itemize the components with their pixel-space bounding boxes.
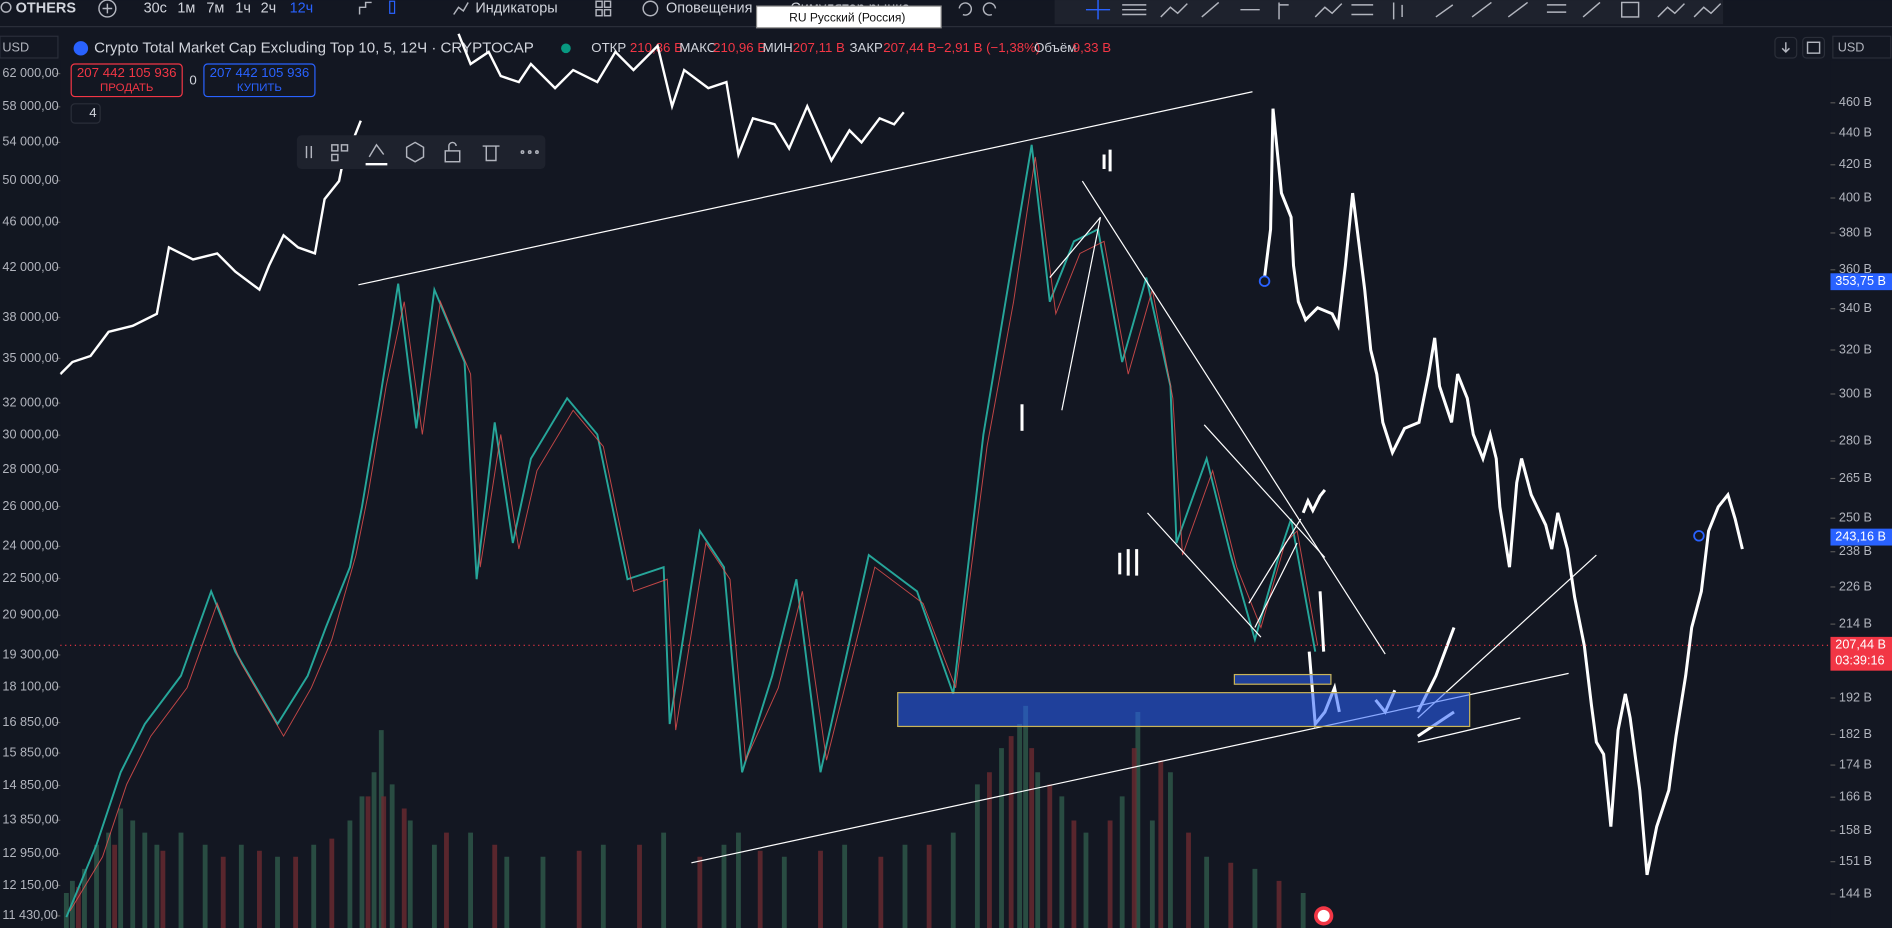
chart-header: USD USD Crypto Total Market Cap Excludin… [0,35,1892,124]
symbol[interactable]: OTHERS [16,0,77,16]
y-tick-label: 54 000,00 [2,135,58,149]
interval[interactable]: 1м [177,0,195,16]
ohlc-value: 207,11 B [793,40,845,55]
y2-tick-label: 360 B [1839,262,1872,276]
interval-active[interactable]: 12ч [290,0,314,16]
y-tick-label: 24 000,00 [2,539,58,553]
floating-toolbar [296,135,546,169]
countdown: 03:39:16 [1835,653,1884,667]
y2-tick-label: 238 B [1839,544,1872,558]
y-tick-label: 26 000,00 [2,499,58,513]
alerts-button[interactable]: Оповещения [666,0,752,16]
symbol-title: Crypto Total Market Cap Excluding Top 10… [94,39,534,56]
y-tick-label: 22 500,00 [2,571,58,585]
y-tick-label: 20 900,00 [2,608,58,622]
y-tick-label: 14 850,00 [2,778,58,792]
sell-price: 207 442 105 936 [77,65,177,80]
y2-tick-label: 174 B [1839,757,1872,771]
y2-tick-label: 166 B [1839,789,1872,803]
indicators-button[interactable]: Индикаторы [475,0,557,16]
y2-tick-label: 320 B [1839,342,1872,356]
y2-tick-label: 420 B [1839,157,1872,171]
y-tick-label: 12 950,00 [2,846,58,860]
price-tag-label: 207,44 B [1835,638,1886,652]
y2-tick-label: 192 B [1839,690,1872,704]
y-tick-label: 38 000,00 [2,310,58,324]
y-tick-label: 12 150,00 [2,878,58,892]
y-tick-label: 46 000,00 [2,215,58,229]
ohlc-label: МИН [763,40,793,55]
sell-button[interactable] [70,63,183,98]
y2-tick-label: 214 B [1839,616,1872,630]
interval[interactable]: 2ч [261,0,277,16]
price-tag [1830,528,1892,546]
spread: 0 [189,72,196,87]
interval[interactable]: 1ч [235,0,251,16]
y2-tick-label: 400 B [1839,190,1872,204]
language-tooltip: RU Русский (Россия) [789,10,905,24]
y2-tick-label: 280 B [1839,433,1872,447]
volume-value: 9,33 B [1073,40,1112,55]
ohlc-value: 207,44 B [883,40,936,55]
sell-label: ПРОДАТЬ [100,82,153,94]
ohlc-label: ОТКР [591,40,626,55]
y-tick-label: 50 000,00 [2,173,58,187]
y-tick-label: 13 850,00 [2,813,58,827]
interval[interactable]: 30с [144,0,167,16]
right-currency[interactable]: USD [1838,41,1865,55]
y2-tick-label: 182 B [1839,727,1872,741]
y-tick-label: 11 430,00 [2,908,57,922]
y2-tick-label: 265 B [1839,471,1872,485]
layers-toggle[interactable] [70,103,101,124]
price-tag-label: 243,16 B [1835,529,1886,543]
y-tick-label: 15 850,00 [2,745,58,759]
y-tick-label: 35 000,00 [2,351,58,365]
left-currency[interactable]: USD [2,41,29,55]
y-tick-label: 30 000,00 [2,428,58,442]
axes: 62 000,00 58 000,00 54 000,00 50 000,00 46 0… [0,60,1892,928]
volume-label: Объём [1034,40,1076,55]
ohlc-label: ЗАКР [849,40,883,55]
y2-tick-label: 440 B [1839,125,1872,139]
y2-tick-label: 250 B [1839,511,1872,525]
interval[interactable]: 7м [206,0,224,16]
y-tick-label: 16 850,00 [2,715,58,729]
ohlc-label: МАКС [679,40,716,55]
layers-count: 4 [89,105,96,120]
buy-button[interactable] [203,63,316,98]
top-toolbar: OTHERS 30с 1м 7м 1ч 2ч 12ч Индикаторы Оп… [0,0,1892,29]
y-tick-label: 18 100,00 [2,679,58,693]
y-tick-label: 28 000,00 [2,462,58,476]
y2-tick-label: 380 B [1839,225,1872,239]
buy-price: 207 442 105 936 [210,65,310,80]
price-tag-label: 353,75 B [1835,274,1886,288]
ohlc-value: 210,96 B [713,40,766,55]
y2-tick-label: 300 B [1839,386,1872,400]
y2-tick-label: 460 B [1839,95,1872,109]
y2-tick-label: 158 B [1839,823,1872,837]
y2-tick-label: 151 B [1839,854,1872,868]
y2-tick-label: 144 B [1839,886,1872,900]
y2-tick-label: 226 B [1839,579,1872,593]
change: −2,91 B (−1,38%) [936,40,1040,55]
chart-drawings: A [59,33,1889,928]
tooltip [755,5,942,29]
price-tag [1830,636,1892,671]
y2-tick-label: 340 B [1839,301,1872,315]
y-tick-label: 19 300,00 [2,647,58,661]
y-tick-label: 42 000,00 [2,260,58,274]
drawing-toolbar [1054,0,1724,25]
price-tag [1830,273,1892,291]
y-tick-label: 58 000,00 [2,99,58,113]
y-tick-label: 32 000,00 [2,395,58,409]
buy-label: КУПИТЬ [237,82,282,94]
y-tick-label: 62 000,00 [2,66,58,80]
